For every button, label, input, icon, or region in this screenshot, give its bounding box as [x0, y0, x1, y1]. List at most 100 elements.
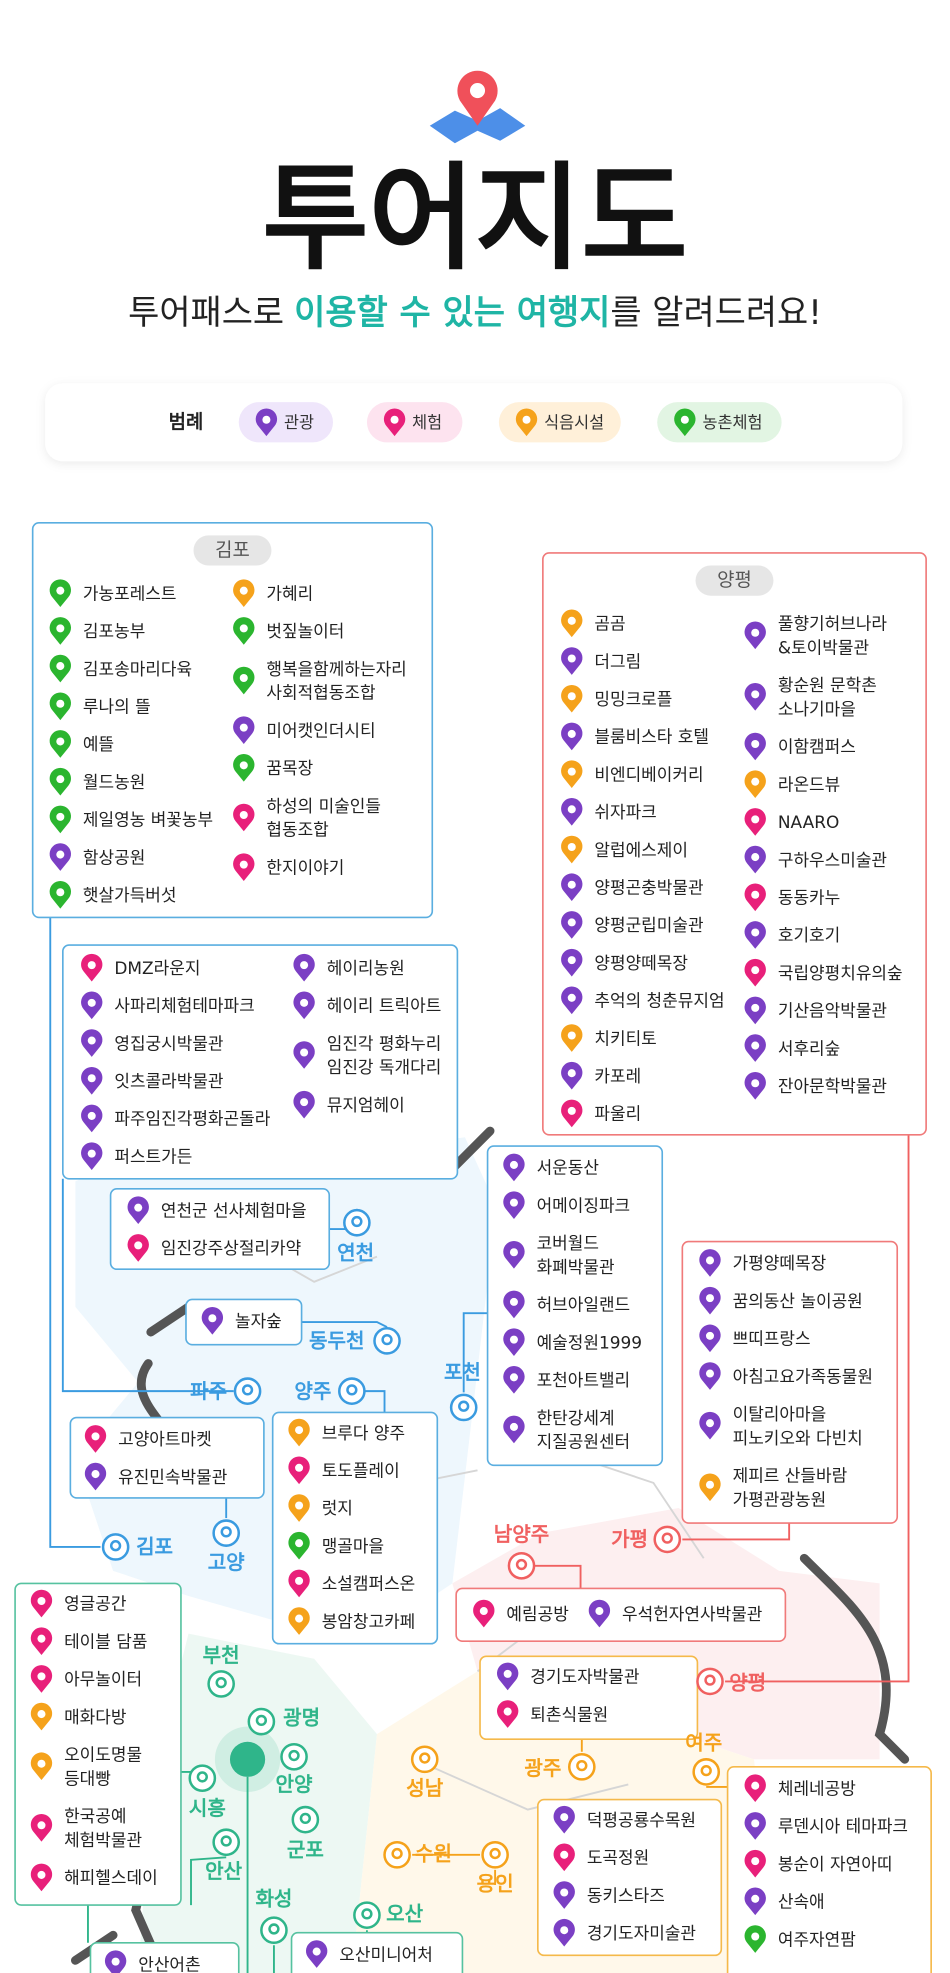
- city-pin-dot: [381, 1333, 393, 1346]
- place-name: 여주자연팜: [778, 1929, 856, 1949]
- pin-dot: [751, 1003, 760, 1012]
- pin-dot: [91, 1432, 100, 1441]
- city-name: 용인: [477, 1871, 514, 1895]
- region-title: 양평: [717, 569, 752, 591]
- pin-dot: [751, 966, 760, 975]
- city-marker: 안산: [205, 1828, 243, 1883]
- city-pin-dot: [700, 1764, 712, 1777]
- pin-dot: [751, 739, 760, 748]
- city-marker: 안양: [276, 1742, 313, 1796]
- place-name: 쁘띠프랑스: [733, 1329, 811, 1349]
- pin-dot: [390, 415, 399, 424]
- city-pin-dot: [704, 1674, 716, 1686]
- place-name: 헤이리 트릭아트: [327, 996, 442, 1016]
- place-name: 기산음악박물관: [778, 1001, 887, 1021]
- pin-dot: [560, 1813, 569, 1822]
- city-marker: 가평: [611, 1525, 682, 1554]
- city-name: 군포: [287, 1838, 324, 1862]
- place-name: 퍼스트가든: [114, 1146, 192, 1166]
- city-pin: [247, 1707, 276, 1736]
- place-name: 피노키오와 다빈치: [733, 1428, 863, 1448]
- region-frame: [542, 552, 927, 1136]
- pin-dot: [751, 815, 760, 824]
- city-name: 오산: [386, 1902, 423, 1926]
- place-name: 밍밍크로플: [594, 689, 672, 709]
- pin-dot: [567, 993, 576, 1002]
- city-name: 안산: [205, 1859, 242, 1883]
- pin-dot: [37, 1870, 46, 1879]
- pin-dot: [705, 1294, 715, 1303]
- place-name: 블룸비스타 호텔: [594, 727, 709, 747]
- pin-dot: [509, 1248, 518, 1257]
- place-name: 헤이리농원: [327, 958, 405, 978]
- city-pin-dot: [458, 1400, 470, 1412]
- place-name: 산속애: [778, 1892, 825, 1912]
- place-name: 소설캠퍼스온: [322, 1574, 416, 1594]
- city-marker: 성남: [406, 1745, 444, 1800]
- place-name: 퇴촌식물원: [530, 1704, 608, 1724]
- pin-dot: [751, 690, 760, 699]
- pin-dot: [705, 1256, 715, 1265]
- pin-dot: [567, 767, 576, 776]
- city-marker: 연천: [337, 1208, 374, 1265]
- pin-dot: [91, 1470, 100, 1479]
- city-pin-dot: [351, 1215, 363, 1228]
- pin-dot: [239, 723, 248, 732]
- place-name: 알럽에스제이: [594, 840, 688, 860]
- city-name: 연천: [337, 1241, 374, 1265]
- city-pin: [212, 1828, 241, 1857]
- region-frame: [455, 1587, 787, 1643]
- pin-dot: [509, 1198, 518, 1207]
- city-marker: 수원: [383, 1840, 452, 1869]
- region-frame: [681, 1240, 899, 1524]
- pin-dot: [208, 1314, 217, 1323]
- place-name: 구하우스미술관: [778, 850, 887, 870]
- place-name: 제일영농 벼꽃농부: [83, 810, 213, 830]
- place-name: 한국공예: [64, 1806, 126, 1826]
- place-name: 봉암창고카페: [322, 1611, 416, 1631]
- pin-dot: [522, 415, 531, 424]
- pin-dot: [567, 1069, 576, 1078]
- subtitle-highlight: 이용할 수 있는 여행지: [294, 293, 610, 332]
- city-pin-dot: [576, 1759, 588, 1772]
- place-name: 루나의 뜰: [83, 697, 151, 717]
- place-name: 가평양떼목장: [733, 1253, 827, 1273]
- place-name: 오이도명물: [64, 1745, 142, 1765]
- city-name: 광명: [283, 1706, 320, 1730]
- place-name: 아침고요가족동물원: [733, 1366, 873, 1386]
- place-name: 덕평공룡수목원: [587, 1810, 696, 1830]
- place-name: 꿈목장: [266, 758, 313, 778]
- place-name: 매화다방: [64, 1707, 126, 1727]
- city-pin-dot: [241, 1384, 254, 1396]
- pin-dot: [567, 654, 576, 663]
- pin-dot: [87, 1111, 96, 1120]
- place-name: 추억의 청춘뮤지엄: [594, 991, 724, 1011]
- city-pin: [280, 1742, 308, 1771]
- place-name: 파주임진각평화곤돌라: [114, 1109, 270, 1129]
- pin-dot: [751, 1894, 760, 1903]
- pin-dot: [37, 1710, 46, 1719]
- pin-dot: [751, 928, 760, 937]
- pin-dot: [295, 1539, 304, 1548]
- place-name: 포천아트밸리: [537, 1370, 631, 1390]
- pin-dot: [37, 1634, 46, 1643]
- pin-dot: [87, 1149, 96, 1158]
- pin-dot: [567, 1031, 576, 1040]
- pin-dot: [56, 888, 65, 897]
- place-name: 체험박물관: [64, 1830, 142, 1850]
- pin-dot: [560, 1888, 569, 1897]
- pin-dot: [705, 1331, 715, 1340]
- city-pin-dot: [419, 1752, 431, 1764]
- city-pin-dot: [489, 1847, 501, 1860]
- place-name: 지질공원센터: [537, 1432, 631, 1452]
- region-frame: [726, 1766, 932, 1973]
- city-pin-dot: [255, 1714, 268, 1727]
- pin-dot: [56, 586, 65, 595]
- pin-dot: [567, 880, 576, 889]
- place-name: 잔아문학박물관: [778, 1076, 887, 1096]
- city-pin-dot: [220, 1835, 232, 1847]
- region-box: 예림공방 우석헌자연사박물관: [455, 1587, 787, 1643]
- place-name: 코버월드: [537, 1233, 599, 1253]
- city-pin: [692, 1758, 721, 1786]
